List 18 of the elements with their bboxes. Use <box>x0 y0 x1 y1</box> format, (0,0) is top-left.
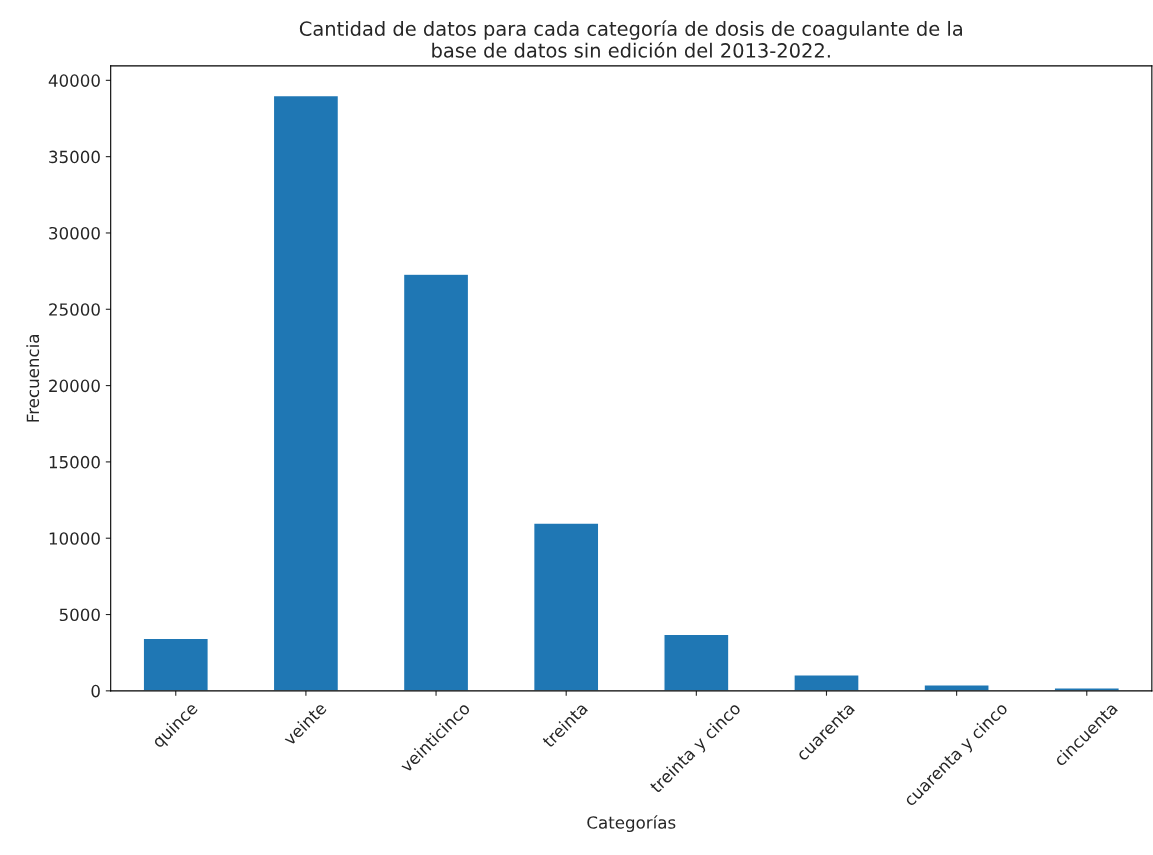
y-tick-label: 40000 <box>48 74 100 87</box>
bar <box>402 273 470 691</box>
y-tick-label: 25000 <box>49 303 100 316</box>
bar <box>532 522 600 691</box>
bar <box>272 94 340 691</box>
y-tick-label: 0 <box>91 684 100 698</box>
y-tick-label: 5000 <box>59 608 100 622</box>
y-tick-label: 20000 <box>49 379 100 393</box>
y-tick-label: 30000 <box>49 226 100 240</box>
x-axis-title: Categorías <box>587 815 676 833</box>
y-tick-label: 10000 <box>49 532 100 545</box>
y-axis-title: Frecuencia <box>26 335 40 422</box>
bar <box>793 674 860 691</box>
bar <box>142 637 209 691</box>
bar <box>663 633 730 691</box>
chart-title: Cantidad de datos para cada categoría de dosis de coagulante de la base de datos sin edición del 2013-2022. <box>299 20 962 58</box>
y-tick-label: 35000 <box>49 150 100 164</box>
y-tick-label: 15000 <box>49 455 100 469</box>
